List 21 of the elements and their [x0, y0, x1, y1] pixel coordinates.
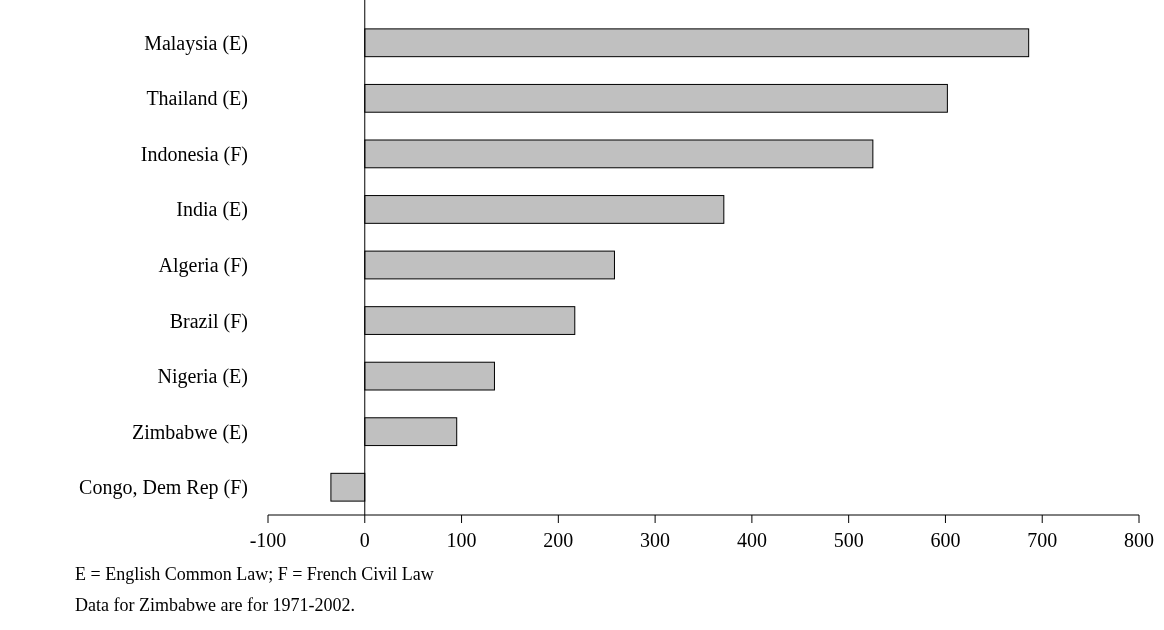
text: Data for Zimbabwe are for 1971-2002.: [75, 595, 355, 615]
x-tick-label: 0: [359, 529, 370, 551]
y-tick-label: Malaysia (E): [144, 31, 248, 55]
y-tick-label: Zimbabwe (E): [131, 420, 248, 444]
y-tick-label: Indonesia (F): [140, 142, 248, 166]
y-tick-label: Brazil (F): [169, 309, 248, 333]
y-tick-label: Algeria (F): [158, 254, 248, 277]
x-tick-label: 200: [543, 529, 574, 551]
x-tick-label: 600: [930, 529, 961, 551]
x-tick-label: -100: [249, 529, 287, 551]
y-tick-label: Congo, Dem Rep (F): [79, 476, 248, 500]
x-tick-label: 700: [1027, 529, 1058, 551]
x-tick-label: 500: [833, 529, 864, 551]
y-tick-label: Thailand (E): [146, 87, 248, 111]
x-tick-label: 100: [446, 529, 477, 551]
x-tick-label: 300: [640, 529, 671, 551]
text: E = English Common Law; F = French Civil Law: [75, 564, 434, 584]
y-tick-label: India (E): [176, 198, 248, 222]
y-tick-label: Nigeria (E): [157, 365, 248, 389]
x-tick-label: 400: [736, 529, 767, 551]
x-tick-label: 800: [1124, 529, 1154, 551]
